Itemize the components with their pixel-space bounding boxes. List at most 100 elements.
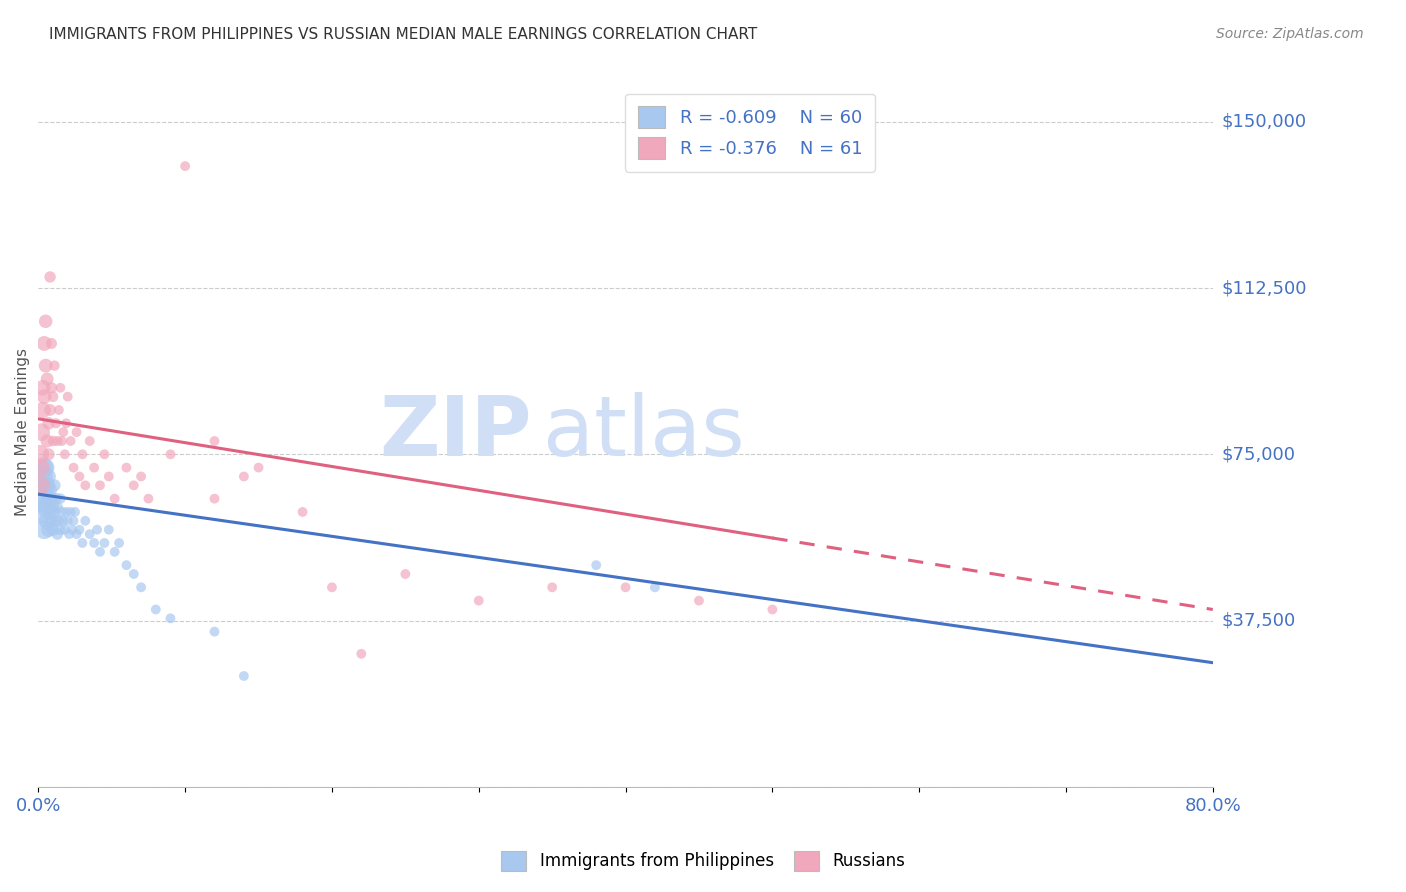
Point <box>42 523 65 537</box>
Point <box>49 491 72 506</box>
Point <box>129 469 152 483</box>
Point <box>204 434 226 448</box>
Point <box>93 536 115 550</box>
Point <box>55 417 77 431</box>
Point <box>232 469 254 483</box>
Point <box>31 381 53 395</box>
Point <box>174 159 197 173</box>
Point <box>122 567 145 582</box>
Point <box>75 478 97 492</box>
Point <box>32 390 55 404</box>
Point <box>72 447 94 461</box>
Point <box>122 478 145 492</box>
Point <box>204 491 226 506</box>
Point <box>31 403 53 417</box>
Point <box>39 403 62 417</box>
Point <box>51 505 73 519</box>
Point <box>56 514 79 528</box>
Point <box>468 593 491 607</box>
Point <box>41 336 63 351</box>
Point <box>59 505 82 519</box>
Point <box>32 336 55 351</box>
Point <box>34 359 56 373</box>
Text: atlas: atlas <box>543 392 745 473</box>
Point <box>51 434 73 448</box>
Y-axis label: Median Male Earnings: Median Male Earnings <box>15 348 30 516</box>
Point <box>761 602 783 616</box>
Point <box>46 527 69 541</box>
Point <box>46 434 69 448</box>
Point <box>42 500 65 515</box>
Point <box>104 491 127 506</box>
Point <box>28 478 51 492</box>
Point <box>69 523 91 537</box>
Point <box>45 514 67 528</box>
Point <box>62 514 84 528</box>
Point <box>247 460 270 475</box>
Legend: R = -0.609    N = 60, R = -0.376    N = 61: R = -0.609 N = 60, R = -0.376 N = 61 <box>626 94 875 172</box>
Point <box>75 514 97 528</box>
Point <box>41 491 63 506</box>
Point <box>97 469 120 483</box>
Point <box>49 381 72 395</box>
Point <box>79 527 101 541</box>
Point <box>69 469 91 483</box>
Point <box>53 523 76 537</box>
Point <box>541 580 564 594</box>
Point <box>59 434 82 448</box>
Point <box>31 478 53 492</box>
Point <box>39 483 62 497</box>
Point <box>38 447 60 461</box>
Point <box>145 602 167 616</box>
Point <box>30 425 52 439</box>
Point <box>644 580 666 594</box>
Point <box>34 460 56 475</box>
Point <box>62 460 84 475</box>
Point <box>42 434 65 448</box>
Text: $75,000: $75,000 <box>1222 445 1295 463</box>
Point <box>65 425 87 439</box>
Legend: Immigrants from Philippines, Russians: Immigrants from Philippines, Russians <box>494 842 912 880</box>
Point <box>89 478 111 492</box>
Point <box>30 469 52 483</box>
Point <box>45 417 67 431</box>
Point <box>48 403 70 417</box>
Point <box>41 514 63 528</box>
Point <box>38 523 60 537</box>
Point <box>394 567 416 582</box>
Point <box>138 491 160 506</box>
Point <box>30 460 52 475</box>
Point <box>44 505 66 519</box>
Text: $37,500: $37,500 <box>1222 612 1295 630</box>
Point <box>41 381 63 395</box>
Point <box>44 359 66 373</box>
Point <box>585 558 607 573</box>
Point <box>56 390 79 404</box>
Point <box>28 447 51 461</box>
Point <box>52 425 75 439</box>
Point <box>45 491 67 506</box>
Point <box>93 447 115 461</box>
Point <box>115 460 138 475</box>
Point <box>37 372 59 386</box>
Text: ZIP: ZIP <box>380 392 531 473</box>
Point <box>291 505 314 519</box>
Point <box>39 269 62 284</box>
Point <box>37 434 59 448</box>
Point <box>42 390 65 404</box>
Point <box>38 469 60 483</box>
Text: $150,000: $150,000 <box>1222 112 1306 131</box>
Point <box>58 527 80 541</box>
Point <box>89 545 111 559</box>
Point <box>46 500 69 515</box>
Point <box>34 500 56 515</box>
Point <box>28 491 51 506</box>
Point <box>159 447 181 461</box>
Point <box>65 527 87 541</box>
Point <box>83 460 105 475</box>
Point <box>108 536 131 550</box>
Point <box>129 580 152 594</box>
Text: Source: ZipAtlas.com: Source: ZipAtlas.com <box>1216 27 1364 41</box>
Point <box>38 417 60 431</box>
Point <box>115 558 138 573</box>
